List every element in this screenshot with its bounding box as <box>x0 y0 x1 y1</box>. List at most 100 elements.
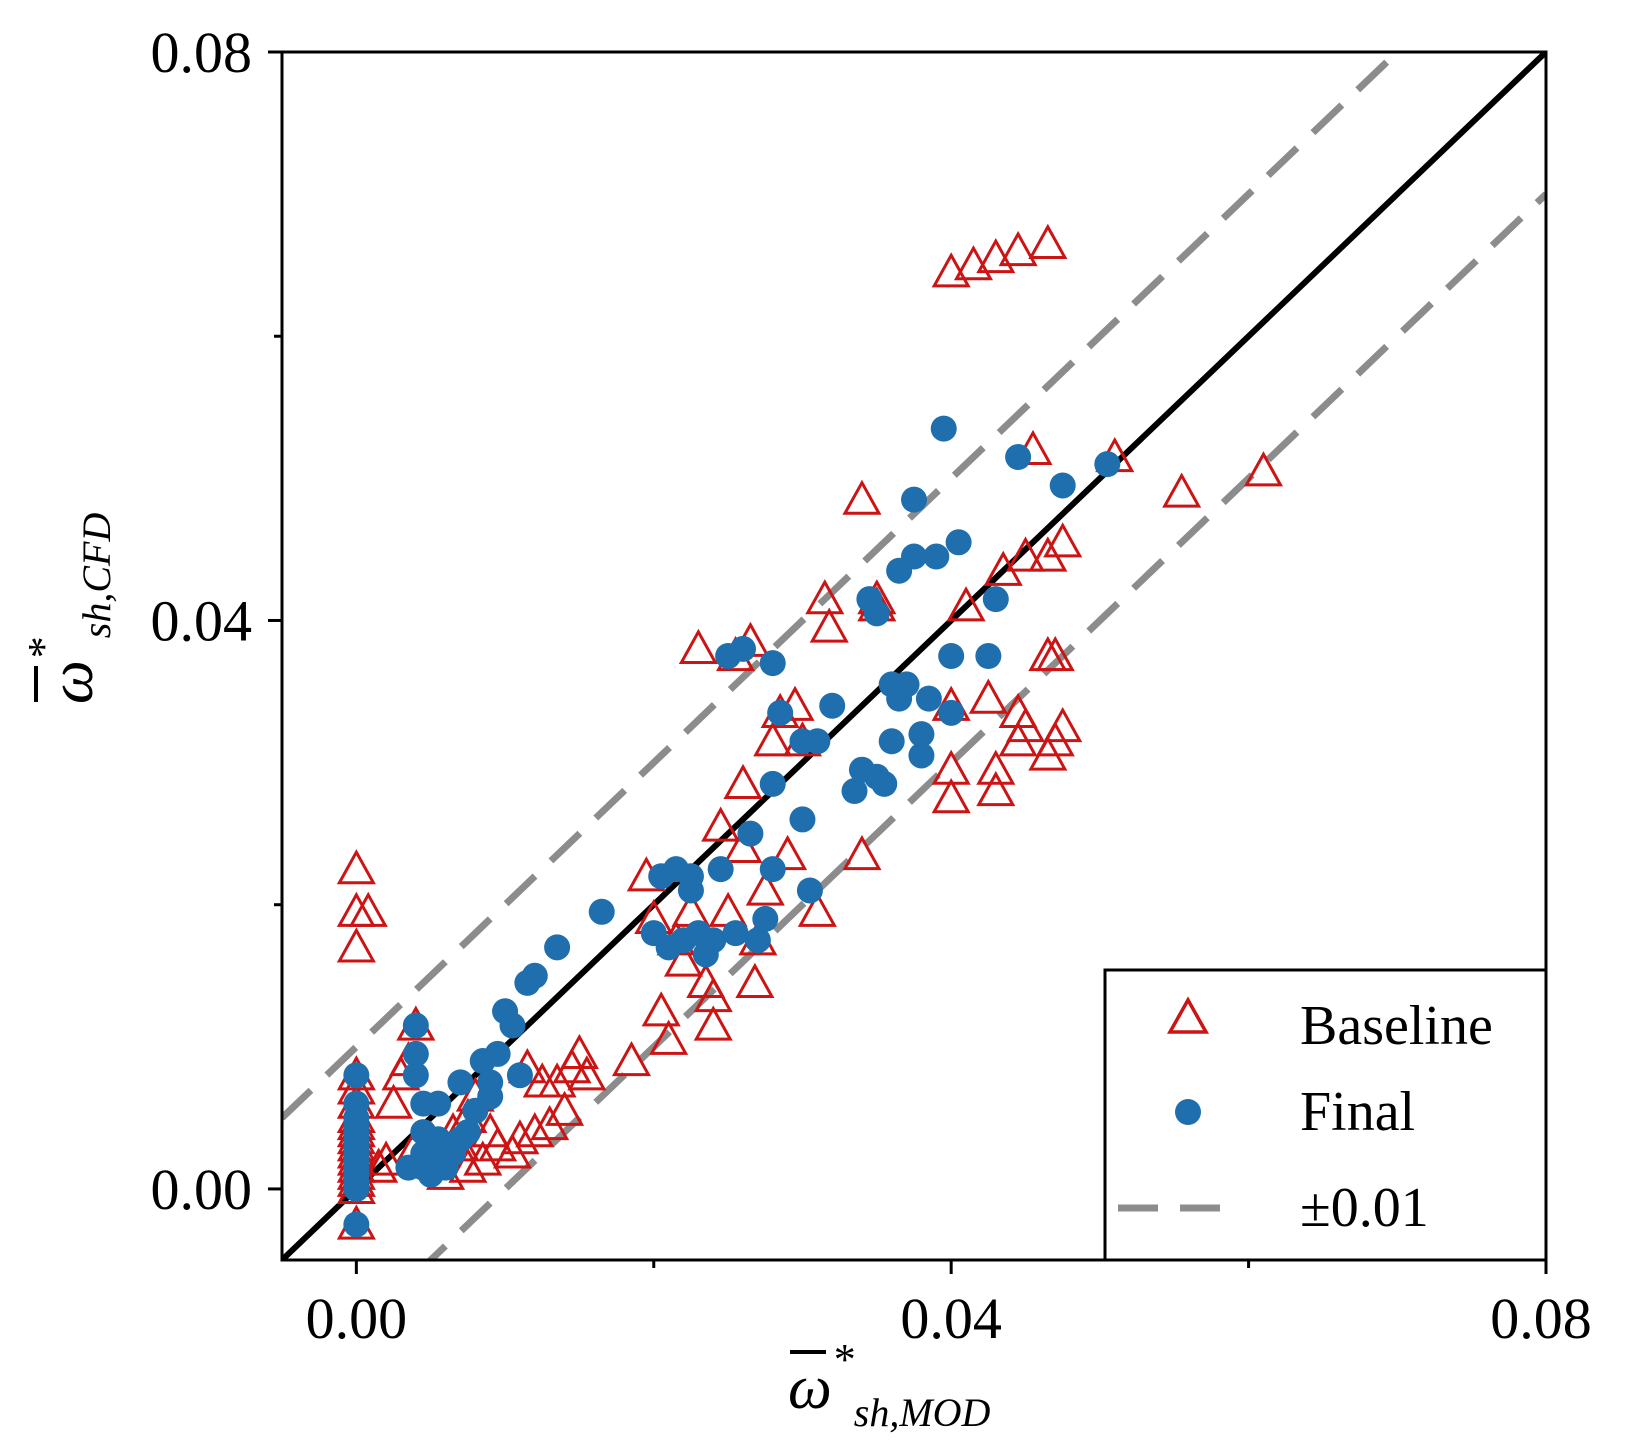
final-point-77 <box>878 728 905 755</box>
baseline-point-91 <box>976 749 1016 785</box>
y-tick-label-1: 0.04 <box>151 588 253 653</box>
final-point-94 <box>1049 472 1076 499</box>
baseline-point-89 <box>946 586 986 622</box>
baseline-point-81 <box>931 252 971 288</box>
baseline-point-21 <box>373 1083 414 1119</box>
final-point-75 <box>871 770 898 797</box>
final-point-0 <box>343 1211 370 1238</box>
final-point-63 <box>759 856 786 883</box>
baseline-point-51 <box>641 991 681 1027</box>
baseline-point-76 <box>809 607 849 643</box>
y-tick-labels: 0.00 0.04 0.08 <box>151 20 253 1222</box>
y-axis-symbol: ω <box>38 660 106 704</box>
reference-line-001-2 <box>425 191 1546 1260</box>
final-point-12 <box>343 1090 370 1117</box>
baseline-point-66 <box>735 962 775 998</box>
baseline-point-61 <box>708 891 748 927</box>
baseline-point-58 <box>693 1005 733 1041</box>
baseline-point-16 <box>336 891 376 927</box>
baseline-point-69 <box>753 721 793 757</box>
x-tick-labels: 0.00 0.04 0.08 <box>306 1286 1592 1351</box>
baseline-point-108 <box>1243 451 1284 487</box>
final-point-70 <box>841 778 868 805</box>
final-point-65 <box>789 806 816 833</box>
baseline-point-15 <box>336 849 376 885</box>
baseline-point-105 <box>1043 706 1083 743</box>
final-point-50 <box>677 863 704 890</box>
baseline-point-17 <box>336 927 376 963</box>
baseline-point-18 <box>348 891 388 927</box>
final-point-38 <box>499 1012 526 1039</box>
baseline-point-56 <box>678 628 718 664</box>
baseline-point-20 <box>366 1140 406 1176</box>
final-point-13 <box>343 1062 370 1089</box>
final-point-57 <box>729 635 756 662</box>
y-tick-label-0: 0.00 <box>151 1157 253 1222</box>
final-point-85 <box>915 685 942 712</box>
baseline-point-60 <box>701 806 741 842</box>
baseline-point-75 <box>805 579 845 615</box>
final-point-56 <box>722 920 749 947</box>
final-point-95 <box>1094 451 1121 478</box>
final-point-54 <box>707 856 734 883</box>
final-point-15 <box>402 1012 429 1039</box>
legend-label-final: Final <box>1300 1081 1415 1143</box>
final-point-35 <box>477 1083 504 1110</box>
final-point-87 <box>930 415 957 442</box>
final-point-74 <box>863 600 890 627</box>
x-axis-label-text: ω* sh,MOD <box>788 1335 991 1435</box>
final-point-60 <box>752 905 779 932</box>
x-axis-symbol: ω <box>788 1354 832 1422</box>
final-point-30 <box>447 1069 474 1096</box>
final-point-86 <box>923 543 950 570</box>
final-point-53 <box>700 927 727 954</box>
baseline-point-59 <box>693 976 733 1013</box>
legend-marker-final <box>1175 1099 1201 1125</box>
final-point-25 <box>425 1090 452 1117</box>
final-point-92 <box>982 586 1009 613</box>
legend-label-range: ±0.01 <box>1300 1177 1429 1239</box>
baseline-point-32 <box>448 1147 488 1183</box>
series-final <box>343 415 1121 1238</box>
baseline-point-48 <box>611 1040 652 1077</box>
legend-label-baseline: Baseline <box>1300 995 1493 1057</box>
final-point-42 <box>544 934 571 961</box>
final-point-62 <box>759 770 786 797</box>
y-axis-label-text: ω* sh,CFD <box>19 513 119 704</box>
final-point-31 <box>454 1119 481 1146</box>
baseline-point-84 <box>998 230 1038 267</box>
legend: Baseline Final ±0.01 <box>1103 968 1548 1262</box>
reference-line-001-1 <box>282 52 1403 1121</box>
final-point-84 <box>908 721 935 748</box>
baseline-point-85 <box>1028 223 1068 259</box>
final-point-41 <box>521 962 548 989</box>
baseline-point-40 <box>515 1112 555 1148</box>
final-point-59 <box>744 927 771 954</box>
x-axis-label: ω* sh,MOD <box>788 1335 991 1435</box>
final-point-81 <box>893 671 920 698</box>
baseline-point-78 <box>842 834 882 871</box>
final-point-80 <box>901 486 927 513</box>
x-tick-label-1: 0.04 <box>900 1286 1002 1351</box>
baseline-point-96 <box>1005 706 1046 743</box>
x-axis-sub: sh,MOD <box>854 1390 991 1435</box>
baseline-point-44 <box>544 1090 585 1126</box>
data-series <box>336 223 1284 1240</box>
baseline-point-38 <box>500 1119 540 1155</box>
x-tick-label-0: 0.00 <box>306 1286 408 1351</box>
baseline-point-77 <box>842 479 882 515</box>
final-point-67 <box>796 877 823 904</box>
final-point-90 <box>945 529 972 556</box>
final-point-39 <box>506 1062 533 1089</box>
baseline-point-68 <box>745 870 785 906</box>
final-point-43 <box>588 898 615 925</box>
x-tick-label-2: 0.08 <box>1490 1286 1592 1351</box>
final-point-88 <box>938 699 965 726</box>
final-point-83 <box>908 742 935 769</box>
final-point-17 <box>402 1062 429 1089</box>
baseline-point-92 <box>976 770 1016 807</box>
final-point-68 <box>804 728 831 755</box>
y-axis-label: ω* sh,CFD <box>19 513 119 704</box>
final-point-82 <box>901 543 927 570</box>
